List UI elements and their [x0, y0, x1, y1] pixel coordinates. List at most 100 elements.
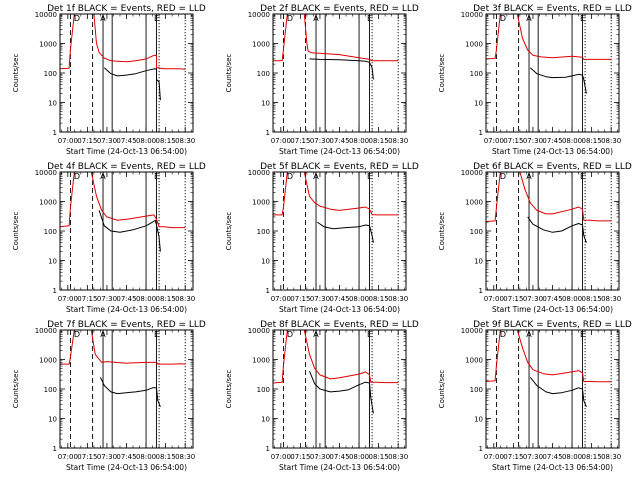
y-tick-label: 1 — [266, 129, 270, 137]
y-axis-label: Counts/sec — [12, 54, 20, 93]
detector-panel: Det 2f BLACK = Events, RED = LLD Counts/s… — [225, 4, 419, 156]
y-tick-label: 100 — [44, 70, 57, 78]
x-axis-label: Start Time (24-Oct-13 06:54:00) — [492, 147, 613, 156]
lld-series-line — [60, 330, 186, 365]
y-tick-label: 10 — [48, 416, 57, 424]
y-tick-label: 1 — [266, 287, 270, 295]
flag-d-marker: D — [287, 330, 293, 339]
x-tick-label: 07:45 — [329, 137, 349, 145]
x-tick-label: 07:00 — [58, 137, 78, 145]
y-axis-label: Counts/sec — [12, 370, 20, 409]
x-tick-label: 07:30 — [310, 137, 330, 145]
events-series-line — [529, 376, 587, 407]
flag-a-marker: A — [526, 330, 532, 339]
flag-e-marker: E — [580, 330, 585, 339]
x-tick-label: 08:30 — [388, 295, 408, 303]
y-tick-label: 100 — [257, 70, 270, 78]
flag-e-marker: E — [367, 172, 372, 181]
y-axis-label: Counts/sec — [225, 370, 233, 409]
y-tick-label: 10000 — [35, 11, 57, 19]
x-tick-label: 07:15 — [290, 137, 310, 145]
y-tick-label: 100 — [470, 70, 483, 78]
x-tick-label: 08:00 — [349, 137, 369, 145]
x-tick-label: 08:00 — [562, 295, 582, 303]
detector-panel: Det 7f BLACK = Events, RED = LLD Counts/s… — [12, 320, 206, 472]
x-tick-label: 08:30 — [601, 453, 621, 461]
y-tick-label: 10000 — [248, 169, 270, 177]
x-tick-label: 07:15 — [77, 137, 97, 145]
x-tick-label: 08:15 — [582, 295, 602, 303]
x-axis-label: Start Time (24-Oct-13 06:54:00) — [279, 147, 400, 156]
flag-a-marker: A — [313, 172, 319, 181]
flag-d-marker: D — [74, 330, 80, 339]
x-axis-label: Start Time (24-Oct-13 06:54:00) — [492, 463, 613, 472]
lld-series-line — [273, 172, 399, 216]
x-tick-label: 07:45 — [329, 453, 349, 461]
x-tick-label: 07:15 — [290, 453, 310, 461]
flag-d-marker: D — [74, 172, 80, 181]
flag-a-marker: A — [313, 14, 319, 23]
y-tick-label: 1 — [479, 445, 483, 453]
flag-d-marker: D — [74, 14, 80, 23]
y-tick-label: 1000 — [252, 41, 270, 49]
panel-title: Det 6f BLACK = Events, RED = LLD — [473, 162, 632, 172]
x-tick-label: 07:00 — [484, 295, 504, 303]
flag-e-marker: E — [367, 330, 372, 339]
x-tick-label: 07:45 — [116, 453, 136, 461]
x-tick-label: 07:45 — [542, 453, 562, 461]
detector-panel: Det 8f BLACK = Events, RED = LLD Counts/s… — [225, 320, 419, 472]
x-tick-label: 08:15 — [582, 137, 602, 145]
panel-title: Det 7f BLACK = Events, RED = LLD — [47, 320, 206, 330]
y-axis-label: Counts/sec — [438, 370, 446, 409]
events-series-line — [98, 210, 161, 252]
x-tick-label: 07:30 — [310, 453, 330, 461]
x-tick-label: 07:15 — [77, 453, 97, 461]
x-tick-label: 08:00 — [562, 137, 582, 145]
flag-a-marker: A — [313, 330, 319, 339]
x-tick-label: 08:15 — [582, 453, 602, 461]
x-tick-label: 07:45 — [542, 295, 562, 303]
x-tick-label: 08:00 — [349, 295, 369, 303]
plot-frame — [272, 171, 407, 291]
plot-frame — [485, 329, 620, 449]
y-tick-label: 10 — [261, 416, 270, 424]
plot-frame — [272, 13, 407, 133]
y-tick-label: 100 — [257, 386, 270, 394]
y-tick-label: 10 — [474, 416, 483, 424]
y-axis-label: Counts/sec — [225, 212, 233, 251]
panel-title: Det 8f BLACK = Events, RED = LLD — [260, 320, 419, 330]
flag-d-marker: D — [287, 14, 293, 23]
x-tick-label: 07:45 — [329, 295, 349, 303]
detector-panel: Det 6f BLACK = Events, RED = LLD Counts/s… — [438, 162, 632, 314]
x-tick-label: 07:00 — [58, 295, 78, 303]
x-tick-label: 07:45 — [116, 295, 136, 303]
y-tick-label: 10 — [474, 100, 483, 108]
x-tick-label: 07:30 — [97, 295, 117, 303]
flag-a-marker: A — [100, 14, 106, 23]
flag-e-marker: E — [367, 14, 372, 23]
flag-e-marker: E — [580, 14, 585, 23]
x-tick-label: 08:30 — [601, 295, 621, 303]
y-tick-label: 1 — [479, 129, 483, 137]
panel-title: Det 2f BLACK = Events, RED = LLD — [260, 4, 419, 14]
flag-e-marker: E — [580, 172, 585, 181]
x-tick-label: 07:15 — [503, 295, 523, 303]
x-tick-label: 08:00 — [136, 295, 156, 303]
x-tick-label: 08:30 — [175, 137, 195, 145]
y-tick-label: 1000 — [465, 357, 483, 365]
events-series-line — [527, 216, 587, 243]
x-tick-label: 07:30 — [523, 137, 543, 145]
events-series-line — [99, 377, 161, 407]
lld-series-line — [273, 330, 399, 384]
x-tick-label: 07:00 — [271, 453, 291, 461]
flag-a-marker: A — [100, 172, 106, 181]
lld-series-line — [486, 330, 612, 383]
detector-panel: Det 4f BLACK = Events, RED = LLD Counts/s… — [12, 162, 206, 314]
x-tick-label: 07:00 — [58, 453, 78, 461]
lld-series-line — [60, 172, 186, 229]
y-tick-label: 10000 — [35, 327, 57, 335]
y-tick-label: 100 — [257, 228, 270, 236]
